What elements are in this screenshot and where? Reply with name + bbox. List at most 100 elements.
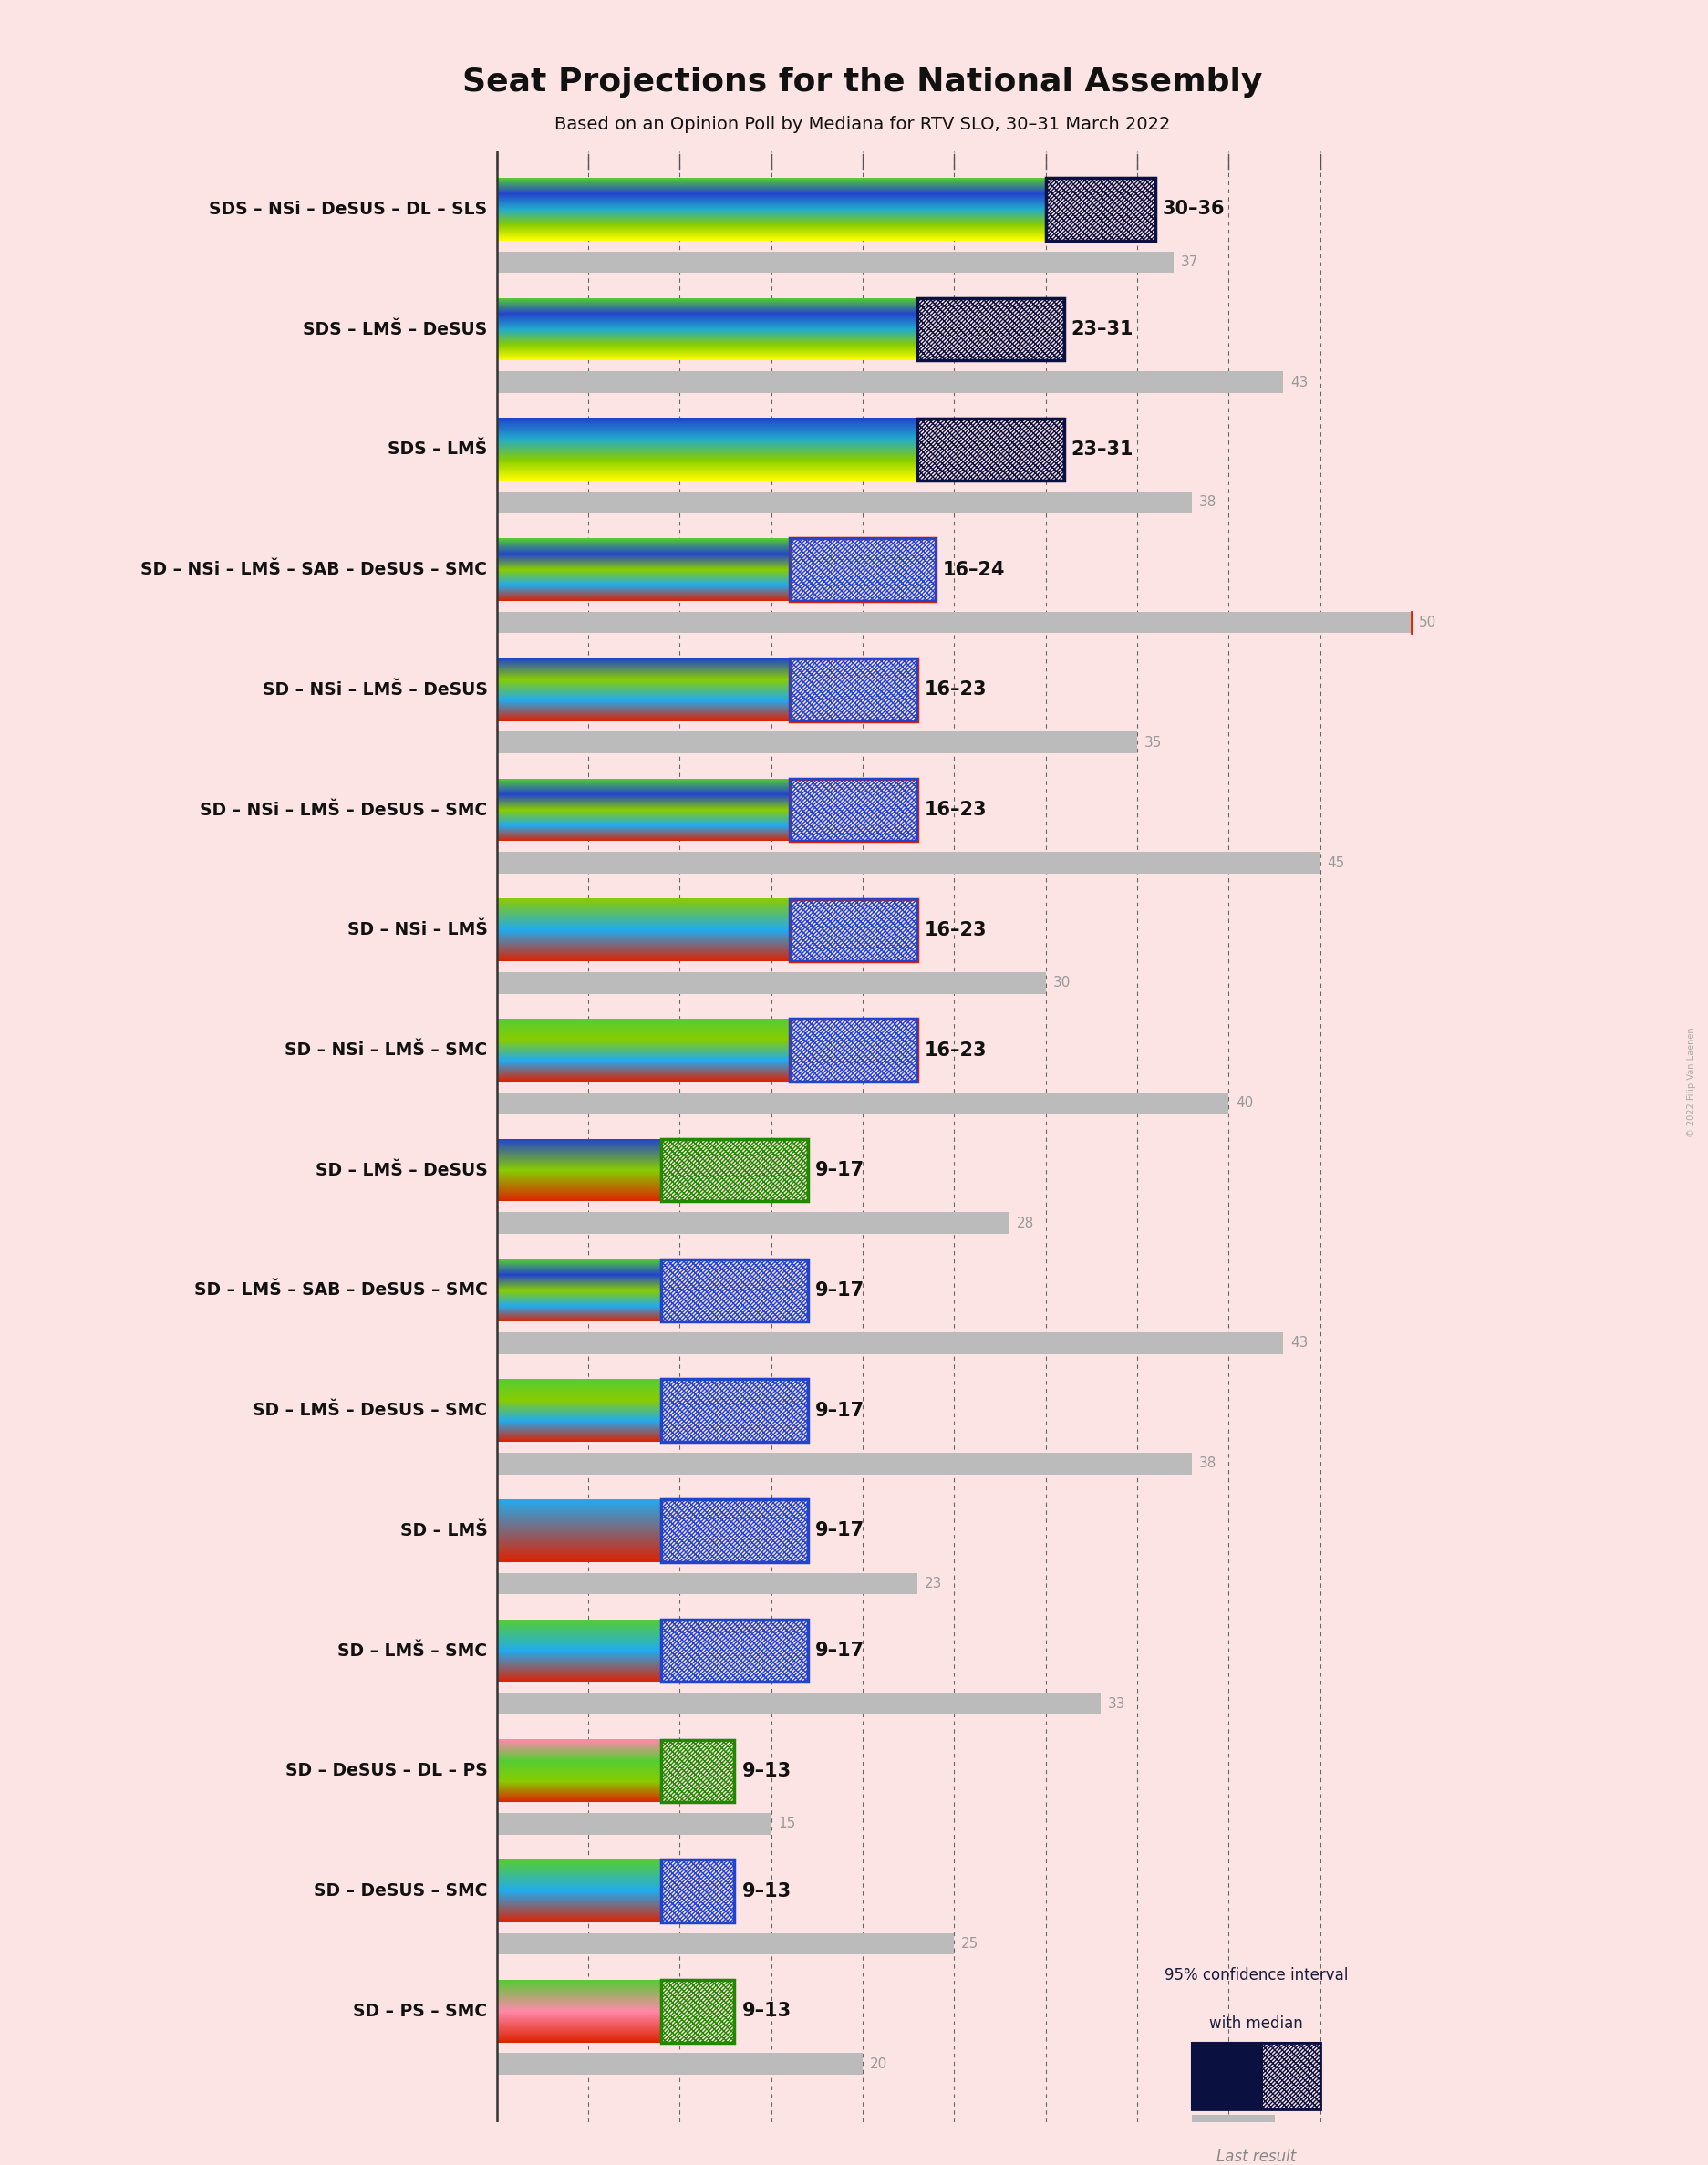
Bar: [789, 658, 917, 721]
Text: 37: 37: [1180, 255, 1199, 268]
Bar: [661, 1260, 808, 1321]
Text: 50: 50: [1419, 615, 1436, 630]
Bar: [1262, 2044, 1320, 2109]
Text: SDS – NSi – DeSUS – DL – SLS: SDS – NSi – DeSUS – DL – SLS: [208, 201, 487, 219]
Text: 16–23: 16–23: [924, 1041, 987, 1059]
Text: 40: 40: [1237, 1095, 1254, 1111]
Text: SD – PS – SMC: SD – PS – SMC: [354, 2003, 487, 2020]
Bar: [497, 372, 1283, 394]
Bar: [1045, 178, 1155, 240]
Text: SD – DeSUS – DL – PS: SD – DeSUS – DL – PS: [285, 1762, 487, 1780]
Text: SD – DeSUS – SMC: SD – DeSUS – SMC: [314, 1881, 487, 1899]
Text: SD – NSi – LMŠ – SMC: SD – NSi – LMŠ – SMC: [285, 1041, 487, 1059]
Bar: [661, 1741, 734, 1801]
Bar: [789, 539, 936, 602]
Text: 9–13: 9–13: [741, 1881, 791, 1901]
Bar: [661, 1860, 734, 1923]
Bar: [661, 1139, 808, 1202]
Bar: [497, 1331, 1283, 1353]
Bar: [661, 1379, 808, 1442]
Bar: [497, 1693, 1100, 1715]
Text: Based on an Opinion Poll by Mediana for RTV SLO, 30–31 March 2022: Based on an Opinion Poll by Mediana for …: [555, 117, 1170, 134]
Text: 9–13: 9–13: [741, 2003, 791, 2020]
Bar: [661, 1500, 808, 1561]
Bar: [661, 1260, 808, 1321]
Text: 38: 38: [1199, 1457, 1216, 1470]
Text: SD – NSi – LMŠ: SD – NSi – LMŠ: [347, 922, 487, 940]
Bar: [661, 1619, 808, 1682]
Bar: [661, 1139, 808, 1202]
Bar: [497, 732, 1138, 753]
Bar: [661, 1741, 734, 1801]
Text: 23: 23: [924, 1576, 943, 1591]
Bar: [1045, 178, 1155, 240]
Text: Seat Projections for the National Assembly: Seat Projections for the National Assemb…: [463, 67, 1262, 97]
Bar: [917, 418, 1064, 481]
Bar: [497, 851, 1320, 872]
Bar: [497, 1933, 955, 1955]
Text: 9–17: 9–17: [815, 1401, 864, 1420]
Text: 20: 20: [869, 2057, 888, 2072]
Text: Last result: Last result: [1216, 2148, 1296, 2165]
Text: 9–17: 9–17: [815, 1641, 864, 1661]
Bar: [789, 898, 917, 961]
Bar: [661, 1981, 734, 2042]
Text: 9–17: 9–17: [815, 1282, 864, 1299]
Bar: [917, 418, 1064, 481]
Bar: [1192, 2044, 1320, 2109]
Bar: [917, 299, 1064, 362]
Bar: [661, 1379, 808, 1442]
Bar: [497, 972, 1045, 994]
Text: 9–17: 9–17: [815, 1522, 864, 1539]
Text: 23–31: 23–31: [1071, 320, 1134, 338]
Text: 43: 43: [1291, 1336, 1308, 1351]
Bar: [789, 658, 917, 721]
Bar: [789, 539, 936, 602]
Bar: [789, 779, 917, 842]
Bar: [661, 1860, 734, 1923]
Bar: [497, 613, 1411, 634]
Text: SD – LMŠ: SD – LMŠ: [400, 1522, 487, 1539]
Bar: [661, 1500, 808, 1561]
Bar: [497, 491, 1192, 513]
Bar: [497, 1212, 1009, 1234]
Text: 35: 35: [1144, 736, 1161, 749]
Text: 95% confidence interval: 95% confidence interval: [1165, 1968, 1348, 1983]
Text: SD – LMŠ – SAB – DeSUS – SMC: SD – LMŠ – SAB – DeSUS – SMC: [195, 1282, 487, 1299]
Text: 25: 25: [962, 1938, 979, 1951]
Bar: [497, 1812, 770, 1834]
Text: 30: 30: [1052, 976, 1071, 989]
Text: 33: 33: [1108, 1697, 1126, 1710]
Text: 43: 43: [1291, 375, 1308, 390]
Text: SD – NSi – LMŠ – DeSUS: SD – NSi – LMŠ – DeSUS: [263, 682, 487, 699]
Text: SD – NSi – LMŠ – DeSUS – SMC: SD – NSi – LMŠ – DeSUS – SMC: [200, 801, 487, 818]
Bar: [497, 251, 1173, 273]
Text: SDS – LMŠ – DeSUS: SDS – LMŠ – DeSUS: [302, 320, 487, 338]
Bar: [497, 1453, 1192, 1474]
Text: 23–31: 23–31: [1071, 439, 1134, 459]
Text: 9–17: 9–17: [815, 1160, 864, 1180]
Text: 16–23: 16–23: [924, 920, 987, 940]
Bar: [661, 1981, 734, 2042]
Bar: [497, 2052, 863, 2074]
Text: 16–23: 16–23: [924, 680, 987, 699]
Text: 16–24: 16–24: [943, 561, 1006, 578]
Bar: [497, 1091, 1228, 1113]
Text: 45: 45: [1327, 855, 1344, 870]
Text: 30–36: 30–36: [1163, 199, 1225, 219]
Text: 16–23: 16–23: [924, 801, 987, 818]
Text: 28: 28: [1016, 1217, 1033, 1230]
Text: SDS – LMŠ: SDS – LMŠ: [388, 442, 487, 459]
Text: SD – NSi – LMŠ – SAB – DeSUS – SMC: SD – NSi – LMŠ – SAB – DeSUS – SMC: [140, 561, 487, 578]
Text: with median: with median: [1209, 2016, 1303, 2031]
Text: SD – LMŠ – SMC: SD – LMŠ – SMC: [338, 1641, 487, 1658]
Text: 9–13: 9–13: [741, 1762, 791, 1780]
Bar: [661, 1619, 808, 1682]
Text: © 2022 Filip Van Laenen: © 2022 Filip Van Laenen: [1688, 1028, 1696, 1137]
Bar: [917, 299, 1064, 362]
Bar: [789, 1020, 917, 1080]
Text: 15: 15: [779, 1816, 796, 1832]
Bar: [789, 779, 917, 842]
Text: SD – LMŠ – DeSUS – SMC: SD – LMŠ – DeSUS – SMC: [253, 1403, 487, 1420]
Bar: [789, 1020, 917, 1080]
